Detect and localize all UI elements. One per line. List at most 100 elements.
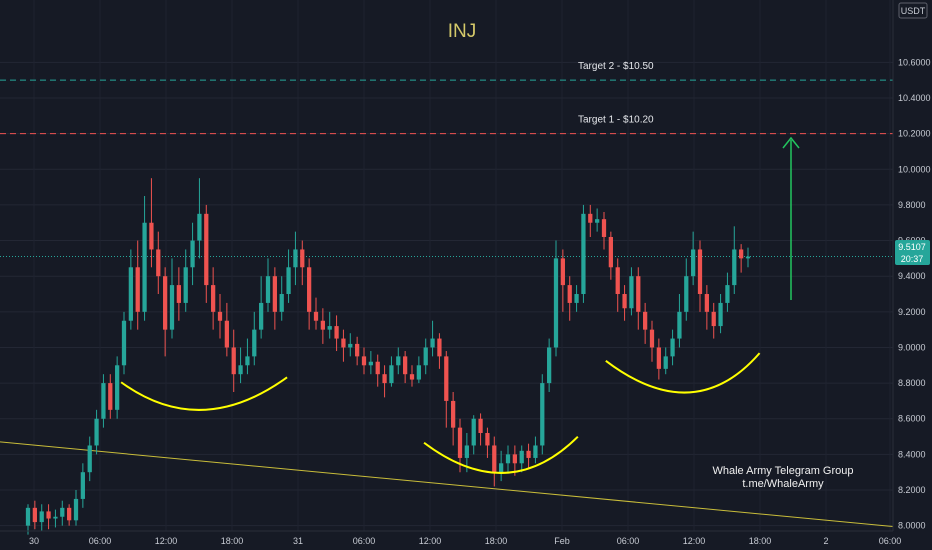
candle [211,267,216,330]
candle [25,504,31,535]
candle [547,338,552,393]
candle-body [697,249,703,295]
time-tick-label: 12:00 [419,536,442,546]
candle [499,450,504,482]
candle-body [272,276,277,312]
candle-body [135,267,140,312]
candle [389,356,394,387]
candle-body [464,445,469,458]
candle [725,272,730,312]
candle-body [176,285,181,303]
candle-body [457,427,463,458]
price-tick-label: 9.4000 [898,271,926,281]
time-tick-label: 2 [823,536,828,546]
time-tick-label: 18:00 [485,536,508,546]
candle [574,285,579,312]
candle [128,249,133,330]
price-tick-label: 9.8000 [898,200,926,210]
candle-body [382,374,387,384]
candle-body [451,400,456,428]
candle-body [533,445,538,458]
candle [485,427,490,458]
candle-body [128,267,133,321]
pattern-curve-middle [423,435,579,474]
candle [403,351,408,384]
candle [608,231,613,280]
price-tick-label: 10.2000 [898,129,931,139]
candle [595,208,600,232]
time-tick-label: 06:00 [89,536,112,546]
candle [265,258,271,312]
candle [204,204,209,303]
time-tick-label: 12:00 [155,536,178,546]
candle [293,231,298,286]
candle-body [588,213,593,223]
trendline [0,441,894,528]
candle-body [32,507,37,523]
candle [656,338,661,380]
candle-body [348,343,353,348]
candle-body [217,311,223,321]
candle [94,409,99,455]
candle [732,226,737,295]
candle-body [437,338,442,357]
price-tick-label: 10.0000 [898,164,931,174]
candle [704,285,709,330]
time-tick-label: 31 [293,536,303,546]
candle [39,504,44,531]
price-tick-label: 9.2000 [898,307,926,317]
candle [519,445,524,473]
candle-body [547,347,552,384]
currency-badge[interactable]: USDT [898,2,928,19]
candle [87,436,92,482]
candle-body [169,285,175,330]
candle [718,294,723,334]
candle [670,329,675,366]
target-levels: Target 2 - $10.50 Target 1 - $10.20 [0,61,893,135]
candle [108,374,113,419]
time-tick-label: 06:00 [879,536,902,546]
candle-body [224,320,229,348]
candle [745,247,751,268]
time-tick-label: 30 [29,536,39,546]
price-tick-label: 9.0000 [898,342,926,352]
candle-body [629,276,634,309]
candle-body [245,356,250,366]
candle-body [108,383,113,410]
candle-body [211,285,216,312]
candle-body [53,516,58,519]
candle [334,315,339,352]
candle [711,302,716,339]
candle-body [615,267,620,295]
candle [32,500,37,530]
price-axis[interactable]: 10.600010.400010.200010.00009.80009.6000… [898,57,931,530]
candle-body [444,356,449,401]
candle [163,267,168,357]
candle [238,347,243,384]
candle-body [67,507,72,521]
time-tick-label: Feb [554,536,570,546]
candle-body [307,267,312,312]
candle [601,212,607,250]
candle-body [745,256,751,259]
candle-body [341,338,346,348]
candle-body [334,326,339,339]
candle-body [574,294,579,303]
time-tick-label: 12:00 [683,536,706,546]
candle-body [677,311,682,339]
candle-body [492,445,497,473]
candle [142,196,147,321]
candle-body [25,507,31,526]
candle-body [265,276,271,303]
candle [80,463,85,508]
candle [691,231,696,286]
candle [286,249,291,303]
candle-body [396,356,401,366]
candle [224,302,229,357]
candle [540,374,545,455]
last-price-value: 9.5107 [898,242,926,252]
candle [279,276,284,321]
candle-body [656,347,661,369]
time-axis[interactable]: 30 06:00 12:00 18:00 31 06:00 12:00 18:00 Feb 06:… [29,536,901,546]
